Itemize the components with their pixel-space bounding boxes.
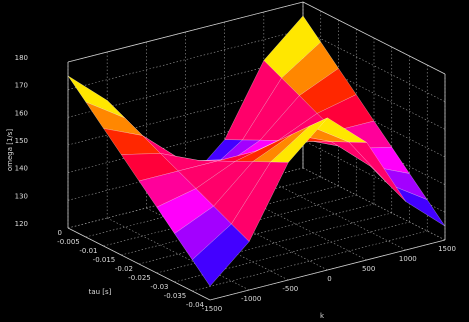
y-axis-label: k — [320, 312, 325, 320]
y-tick-label: 1500 — [438, 245, 456, 253]
z-tick-label: 140 — [15, 165, 28, 173]
x-tick-label: -0.03 — [150, 283, 168, 291]
grid-line — [263, 177, 406, 251]
z-tick-label: 180 — [15, 54, 28, 62]
z-tick-label: 130 — [15, 192, 28, 200]
axis-edge — [67, 227, 211, 301]
y-tick-label: -500 — [282, 285, 298, 293]
x-tick-label: -0.015 — [93, 256, 116, 264]
y-tick-label: -1500 — [202, 305, 222, 313]
x-tick-label: -0.035 — [164, 292, 187, 300]
surface-patch — [191, 223, 250, 287]
y-tick-label: 1000 — [399, 255, 417, 263]
x-tick-label: -0.025 — [128, 274, 151, 282]
z-tick-label: 120 — [15, 220, 28, 228]
x-tick-label: -0.005 — [57, 238, 80, 246]
y-tick-label: 0 — [327, 275, 331, 283]
x-tick-label: -0.04 — [186, 301, 205, 309]
z-tick-label: 170 — [15, 82, 28, 90]
x-axis-label: tau [s] — [89, 288, 112, 296]
z-axis-label: omega [1/s] — [6, 129, 14, 172]
x-tick-label: 0 — [58, 229, 62, 237]
y-tick-label: -1000 — [241, 295, 261, 303]
axis-edge — [67, 1, 304, 63]
x-tick-label: -0.01 — [79, 247, 97, 255]
z-tick-label: 160 — [15, 109, 28, 117]
x-tick-label: -0.02 — [115, 265, 133, 273]
z-tick-label: 150 — [15, 137, 28, 145]
y-tick-label: 500 — [362, 265, 375, 273]
axis-edge — [302, 1, 446, 75]
axis-edge — [209, 239, 446, 301]
